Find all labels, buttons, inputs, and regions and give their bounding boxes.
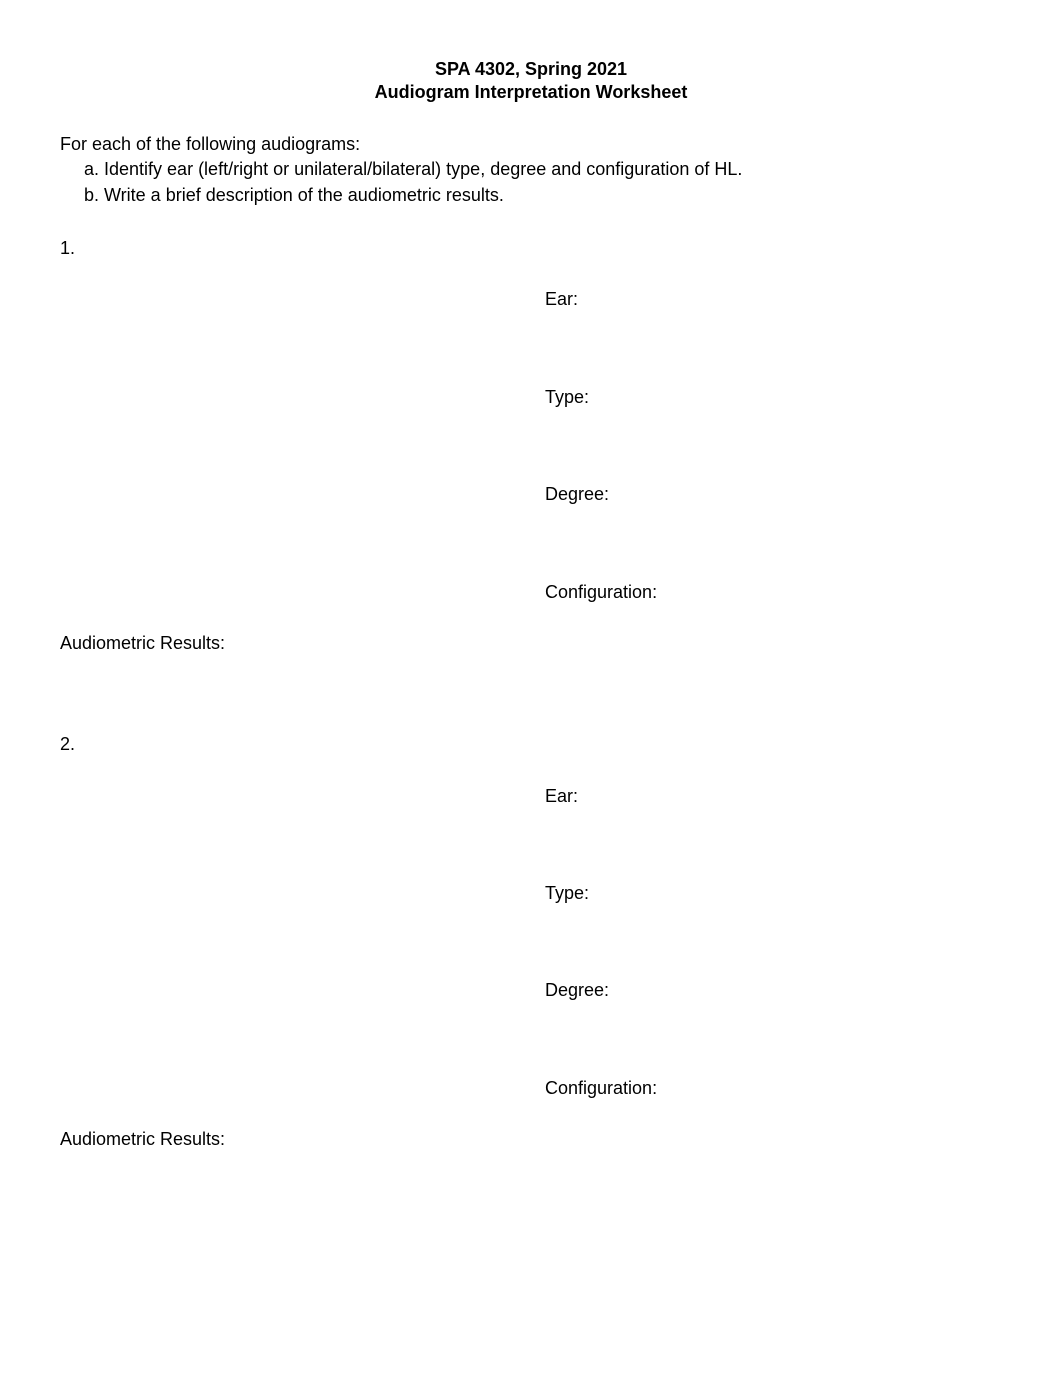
question-1-degree-label: Degree: (545, 483, 1002, 506)
question-2-configuration-label: Configuration: (545, 1077, 1002, 1100)
instructions-section: For each of the following audiograms: a.… (60, 133, 1002, 207)
question-1-configuration-label: Configuration: (545, 581, 1002, 604)
document-header: SPA 4302, Spring 2021 Audiogram Interpre… (60, 58, 1002, 105)
instructions-intro: For each of the following audiograms: (60, 133, 1002, 156)
instruction-item-b: b. Write a brief description of the audi… (60, 184, 1002, 207)
question-1-type-label: Type: (545, 386, 1002, 409)
instruction-item-a: a. Identify ear (left/right or unilatera… (60, 158, 1002, 181)
question-1-ear-label: Ear: (545, 288, 1002, 311)
question-1: 1. Ear: Type: Degree: Configuration: Aud… (60, 237, 1002, 655)
question-1-number: 1. (60, 237, 1002, 260)
question-2-type-label: Type: (545, 882, 1002, 905)
question-1-fields: Ear: Type: Degree: Configuration: (60, 288, 1002, 604)
document-title: Audiogram Interpretation Worksheet (60, 81, 1002, 104)
question-2-degree-label: Degree: (545, 979, 1002, 1002)
question-1-results-label: Audiometric Results: (60, 632, 1002, 655)
question-2-ear-label: Ear: (545, 785, 1002, 808)
question-2-results-label: Audiometric Results: (60, 1128, 1002, 1151)
question-2: 2. Ear: Type: Degree: Configuration: Aud… (60, 733, 1002, 1151)
question-2-fields: Ear: Type: Degree: Configuration: (60, 785, 1002, 1101)
course-line: SPA 4302, Spring 2021 (60, 58, 1002, 81)
question-2-number: 2. (60, 733, 1002, 756)
